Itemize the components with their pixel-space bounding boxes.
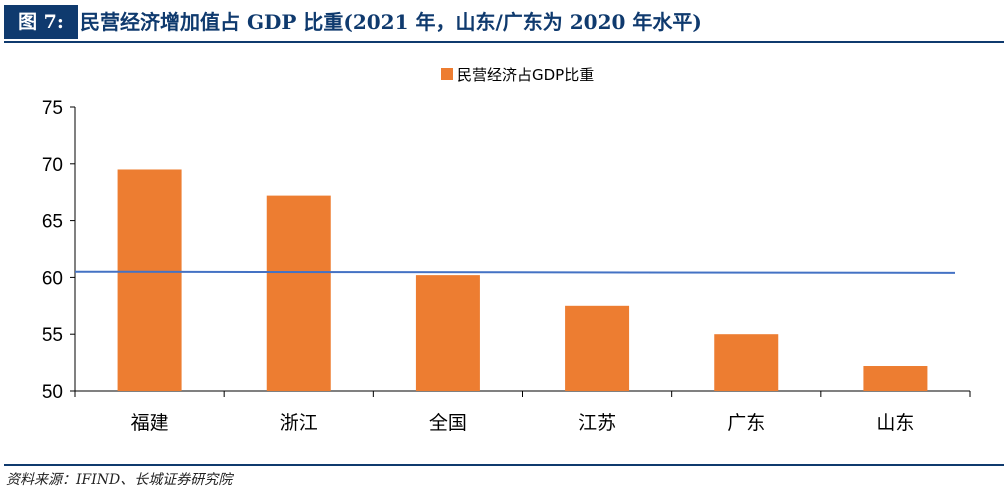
source-note: 资料来源：IFIND、长城证券研究院 [6,472,233,488]
y-tick-label: 50 [42,382,63,403]
y-tick-label: 65 [42,212,63,233]
y-tick-label: 60 [42,268,63,289]
bar [266,195,331,391]
reference-line [74,270,956,274]
x-tick-label: 福建 [131,412,169,434]
x-tick-label: 广东 [727,412,765,434]
x-tick-label: 全国 [429,412,467,434]
x-tick-label: 江苏 [578,412,616,434]
figure-label: 图 7: [4,5,78,39]
bar [565,305,630,391]
bar [714,334,779,391]
y-tick-label: 70 [42,155,63,176]
footer-rule [4,464,1004,466]
x-tick-label: 浙江 [280,412,318,434]
bar [415,275,480,391]
legend-swatch [441,68,453,80]
y-tick-label: 75 [42,98,63,119]
figure-title-bar: 图 7: 民营经济增加值占 GDP 比重(2021 年，山东/广东为 2020 … [4,4,1004,43]
x-tick-label: 山东 [876,412,914,434]
bar [117,169,182,391]
title-underline [4,41,1004,43]
legend-label: 民营经济占GDP比重 [457,66,594,84]
figure-title: 民营经济增加值占 GDP 比重(2021 年，山东/广东为 2020 年水平) [80,10,702,34]
bar [863,366,928,391]
y-tick-label: 55 [42,325,63,346]
